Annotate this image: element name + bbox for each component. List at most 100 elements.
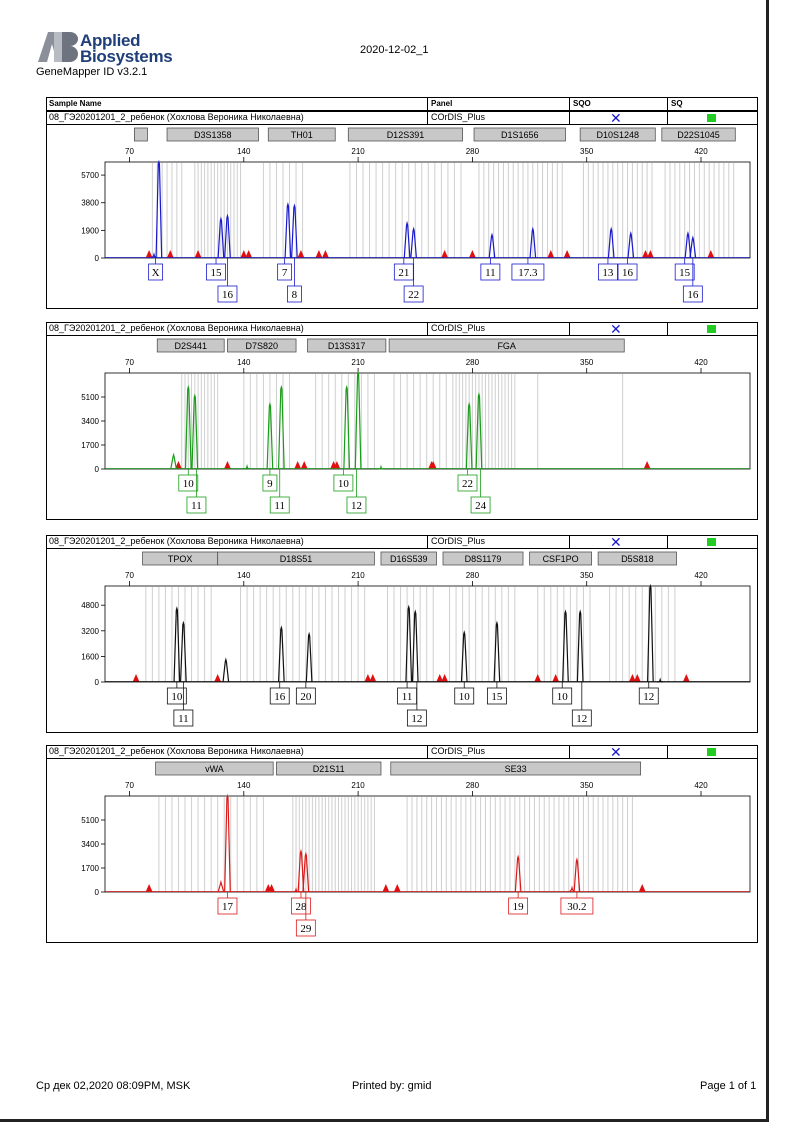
trace-peak (354, 370, 362, 470)
footer-page: Page 1 of 1 (700, 1080, 757, 1092)
allele-label: 11 (191, 500, 202, 512)
allele-label: 7 (282, 267, 288, 279)
allele-call: 10 (178, 469, 199, 492)
allele-label: 9 (267, 478, 273, 490)
trace-peak (184, 384, 192, 470)
x-tick-label: 70 (125, 358, 134, 367)
allele-call: 8 (287, 258, 302, 303)
allele-call: 11 (480, 258, 501, 281)
allele-call: 11 (269, 469, 290, 514)
plot-frame (104, 161, 751, 259)
size-standard-peak (441, 674, 449, 682)
trace-peak (173, 606, 181, 683)
document-title: 2020-12-02_1 (360, 44, 429, 56)
locus-bar-rect (473, 127, 566, 142)
sqo-mark-icon: ✕ (610, 110, 622, 126)
locus-bar: SE33 (390, 761, 641, 776)
allele-call: 22 (457, 469, 478, 492)
locus-bar: D10S1248 (579, 127, 656, 142)
allele-box (457, 474, 478, 492)
page-edge-right (766, 0, 769, 1122)
allele-label: 16 (222, 289, 234, 301)
software-version: GeneMapper ID v3.2.1 (36, 66, 148, 78)
y-tick-label: 0 (95, 888, 100, 897)
allele-box (638, 687, 659, 705)
locus-bar: vWA (155, 761, 274, 776)
allele-box (173, 709, 194, 727)
trace-peak (573, 857, 581, 893)
locus-label: D3S1358 (194, 130, 232, 140)
panel-title-row: 08_ГЭ20201201_2_ребенок (Хохлова Вероник… (47, 110, 757, 126)
allele-label: 8 (292, 289, 298, 301)
chart-svg: vWA D21S11 SE33 70 140 210 280 350 420 0 1700 3400 5… (81, 761, 751, 937)
y-tick-label: 1600 (81, 652, 99, 661)
size-standard-peak (166, 250, 174, 258)
locus-bar (133, 127, 148, 142)
allele-call: 10 (552, 682, 573, 705)
size-standard-peak (534, 674, 542, 682)
allele-box (277, 263, 293, 281)
x-tick-label: 350 (580, 571, 594, 580)
locus-bar: TH01 (267, 127, 336, 142)
size-standard-peak (638, 884, 646, 892)
size-standard-peak (563, 250, 571, 258)
allele-box (295, 687, 316, 705)
trace-peak (684, 231, 692, 259)
allele-call: 11 (186, 469, 207, 514)
x-tick-label: 350 (580, 358, 594, 367)
locus-bar: D12S391 (347, 127, 464, 142)
size-standard-peak (240, 250, 248, 258)
x-tick-label: 210 (351, 358, 365, 367)
locus-label: SE33 (505, 764, 527, 774)
allele-label: 10 (171, 691, 183, 703)
sqo-mark-icon: ✕ (610, 321, 622, 337)
ab-logo-icon (38, 32, 78, 62)
size-standard-peak (268, 884, 276, 892)
allele-box (486, 687, 507, 705)
allele-box (262, 474, 278, 492)
allele-label: 16 (622, 267, 634, 279)
sample-name: 08_ГЭ20201201_2_ребенок (Хохлова Вероник… (49, 536, 304, 546)
size-standard-peak (315, 250, 323, 258)
allele-label: 30.2 (567, 901, 586, 913)
trace-peak (514, 854, 522, 893)
panel-kit: COrDIS_Plus (431, 746, 486, 756)
sample-name: 08_ГЭ20201201_2_ребенок (Хохлова Вероник… (49, 112, 304, 122)
size-standard-peak (646, 250, 654, 258)
locus-bar-rect (133, 127, 148, 142)
locus-bar-rect (579, 127, 656, 142)
chart-svg: D2S441 D7S820 D13S317 FGA 70 140 210 280 350 420 0… (81, 338, 751, 514)
y-tick-label: 5100 (81, 816, 99, 825)
allele-label: 10 (557, 691, 569, 703)
sq-status-icon (707, 114, 716, 122)
y-tick-label: 1700 (81, 441, 99, 450)
allele-call: 11 (173, 682, 194, 727)
locus-label: D2S441 (174, 341, 207, 351)
trace-peak (607, 226, 615, 259)
allele-label: 16 (687, 289, 699, 301)
allele-box (295, 919, 316, 937)
allele-label: 11 (178, 713, 189, 725)
allele-call: 16 (682, 258, 703, 303)
locus-label: D8S1179 (465, 554, 502, 564)
size-standard-peak (294, 461, 302, 469)
allele-box (166, 687, 187, 705)
allele-call: 17 (217, 892, 238, 915)
allele-label: 20 (300, 691, 312, 703)
y-tick-label: 0 (95, 254, 100, 263)
allele-call: 20 (295, 682, 316, 705)
x-tick-label: 420 (694, 358, 708, 367)
y-tick-label: 4800 (81, 601, 99, 610)
trace-peak (411, 609, 419, 683)
allele-call: 21 (393, 258, 414, 281)
x-tick-label: 140 (237, 147, 251, 156)
x-tick-label: 210 (351, 781, 365, 790)
allele-box (148, 263, 164, 281)
allele-box (470, 496, 491, 514)
footer-printed-by: Printed by: gmid (352, 1080, 432, 1092)
allele-call: 9 (262, 469, 278, 492)
allele-label: 10 (459, 691, 471, 703)
locus-bar-rect (347, 127, 464, 142)
y-tick-label: 3200 (81, 627, 99, 636)
x-tick-label: 280 (466, 781, 480, 790)
